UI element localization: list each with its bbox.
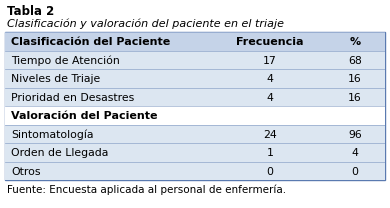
Text: Sintomatología: Sintomatología bbox=[11, 129, 94, 140]
Text: Otros: Otros bbox=[11, 167, 41, 177]
Text: 4: 4 bbox=[351, 148, 358, 158]
Bar bbox=[5, 106, 385, 125]
Text: Tiempo de Atención: Tiempo de Atención bbox=[11, 55, 120, 66]
Text: 24: 24 bbox=[263, 130, 277, 140]
Bar bbox=[5, 88, 385, 106]
Text: 96: 96 bbox=[348, 130, 362, 140]
Text: %: % bbox=[349, 37, 361, 47]
Text: 0: 0 bbox=[351, 167, 358, 177]
Text: Clasificación del Paciente: Clasificación del Paciente bbox=[11, 37, 170, 47]
Text: Niveles de Triaje: Niveles de Triaje bbox=[11, 74, 100, 84]
Text: 1: 1 bbox=[266, 148, 273, 158]
Text: Prioridad en Desastres: Prioridad en Desastres bbox=[11, 93, 134, 103]
Text: 16: 16 bbox=[348, 93, 362, 103]
Text: 4: 4 bbox=[266, 74, 273, 84]
Text: 17: 17 bbox=[263, 56, 277, 66]
Text: Valoración del Paciente: Valoración del Paciente bbox=[11, 111, 158, 121]
Bar bbox=[5, 32, 385, 51]
Text: Clasificación y valoración del paciente en el triaje: Clasificación y valoración del paciente … bbox=[7, 19, 284, 29]
Text: 4: 4 bbox=[266, 93, 273, 103]
Bar bbox=[5, 125, 385, 143]
Bar bbox=[5, 69, 385, 88]
Text: 0: 0 bbox=[266, 167, 273, 177]
Bar bbox=[5, 51, 385, 69]
Text: Orden de Llegada: Orden de Llegada bbox=[11, 148, 108, 158]
Text: Tabla 2: Tabla 2 bbox=[7, 5, 54, 18]
Text: 68: 68 bbox=[348, 56, 362, 66]
Text: Frecuencia: Frecuencia bbox=[236, 37, 304, 47]
Bar bbox=[5, 143, 385, 161]
Text: Fuente: Encuesta aplicada al personal de enfermería.: Fuente: Encuesta aplicada al personal de… bbox=[7, 185, 286, 195]
Text: 16: 16 bbox=[348, 74, 362, 84]
Bar bbox=[5, 161, 385, 180]
Bar bbox=[5, 32, 385, 180]
